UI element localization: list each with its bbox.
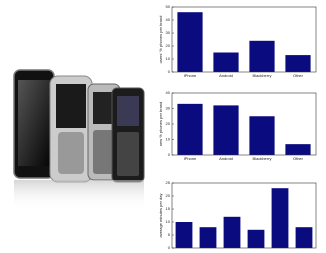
- y-tick-label: 20: [166, 43, 171, 48]
- bar-chart: 0 10 20 30 40 new % phones per brand iPhone And…: [158, 90, 316, 161]
- y-tick-label: 30: [166, 106, 171, 111]
- y-tick-label: 0: [168, 245, 171, 250]
- bar: [176, 222, 193, 248]
- bar: [200, 227, 217, 248]
- y-tick-label: 5: [168, 232, 171, 237]
- y-tick-label: 15: [166, 206, 171, 211]
- bar: [248, 230, 265, 248]
- y-tick-label: 10: [166, 56, 171, 61]
- bar: [272, 188, 289, 248]
- x-tick-label: Android: [219, 73, 233, 78]
- x-tick-label: iPhone: [184, 156, 197, 161]
- bar: [177, 12, 202, 72]
- bar: [296, 227, 313, 248]
- bar: [285, 144, 310, 155]
- y-tick-label: 50: [166, 4, 171, 9]
- y-tick-label: 25: [166, 180, 171, 185]
- y-tick-label: 0: [168, 152, 171, 157]
- bar: [249, 41, 274, 72]
- bar: [224, 217, 241, 248]
- y-axis-label: average minutes per day: [158, 193, 163, 237]
- bar: [249, 116, 274, 155]
- y-tick-label: 0: [168, 69, 171, 74]
- bar: [213, 53, 238, 73]
- x-tick-label: Other: [293, 156, 304, 161]
- x-tick-label: iPhone: [184, 73, 197, 78]
- bar-chart: 0 10 20 30 40 50 users' % phones per brand iPho…: [158, 4, 316, 78]
- phones-photo: [14, 70, 144, 210]
- y-tick-label: 40: [166, 90, 171, 95]
- x-tick-label: Android: [219, 156, 233, 161]
- bar: [177, 104, 202, 155]
- x-tick-label: Blackberry: [253, 73, 272, 78]
- x-tick-label: Blackberry: [253, 156, 272, 161]
- bar: [285, 55, 310, 72]
- y-axis-label: users' % phones per brand: [158, 16, 163, 64]
- y-tick-label: 40: [166, 17, 171, 22]
- y-axis-label: new % phones per brand: [158, 102, 163, 146]
- plot-frame: [172, 183, 316, 248]
- y-tick-label: 20: [166, 193, 171, 198]
- x-tick-label: Other: [293, 73, 304, 78]
- bar-chart: 0 5 10 15 20 25 average minutes per day: [158, 180, 316, 250]
- y-tick-label: 20: [166, 121, 171, 126]
- figure: 01020304050users' % phones per brandiPho…: [0, 0, 326, 253]
- y-tick-label: 10: [166, 137, 171, 142]
- y-tick-label: 10: [166, 219, 171, 224]
- bar: [213, 105, 238, 155]
- y-tick-label: 30: [166, 30, 171, 35]
